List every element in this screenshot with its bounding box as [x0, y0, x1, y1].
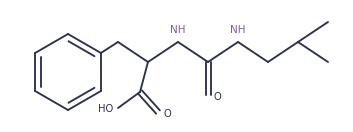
Text: O: O — [213, 92, 221, 102]
Text: O: O — [163, 109, 171, 119]
Text: HO: HO — [98, 104, 113, 114]
Text: NH: NH — [230, 25, 246, 35]
Text: NH: NH — [170, 25, 186, 35]
